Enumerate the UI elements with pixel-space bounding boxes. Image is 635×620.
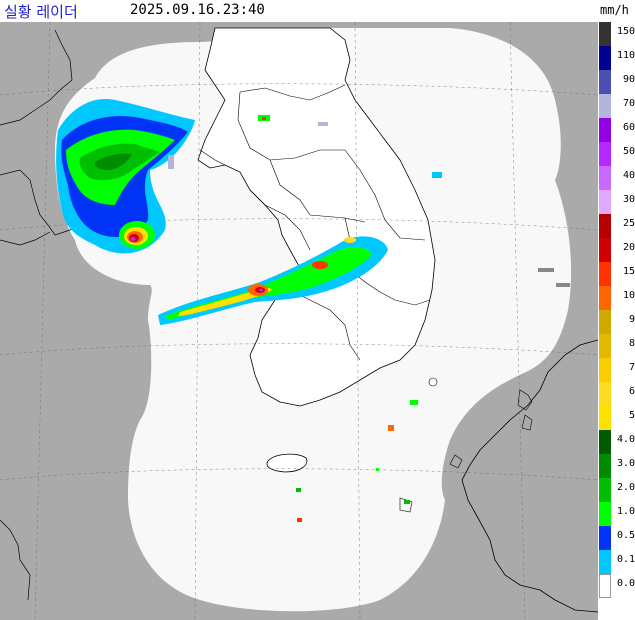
legend-row: 50 bbox=[598, 142, 635, 166]
page-title: 실황 레이더 bbox=[4, 3, 78, 21]
legend-label: 110 bbox=[616, 50, 635, 61]
legend-swatch bbox=[599, 478, 611, 502]
legend-swatch bbox=[599, 190, 611, 214]
radar-map bbox=[0, 22, 598, 620]
legend-row: 0.0 bbox=[598, 574, 635, 598]
legend-row: 90 bbox=[598, 70, 635, 94]
legend-row: 10 bbox=[598, 286, 635, 310]
legend-swatch bbox=[599, 46, 611, 70]
unit-label: mm/h bbox=[600, 3, 629, 17]
legend-swatch bbox=[599, 430, 611, 454]
legend-row: 30 bbox=[598, 190, 635, 214]
legend-label: 0.5 bbox=[616, 530, 635, 541]
legend-row: 40 bbox=[598, 166, 635, 190]
radar-echo-yellow-sea bbox=[56, 99, 196, 254]
legend-swatch bbox=[599, 118, 611, 142]
legend-swatch bbox=[599, 526, 611, 550]
legend-row: 5 bbox=[598, 406, 635, 430]
legend-swatch bbox=[599, 334, 611, 358]
legend-label: 60 bbox=[622, 122, 635, 133]
legend-row: 1.0 bbox=[598, 502, 635, 526]
radar-echo-central-band bbox=[158, 236, 388, 325]
legend-label: 8 bbox=[628, 338, 635, 349]
legend-label: 25 bbox=[622, 218, 635, 229]
japan-islands bbox=[399, 389, 533, 513]
radar-echo-scattered bbox=[168, 115, 570, 522]
legend-swatch bbox=[599, 406, 611, 430]
legend-label: 20 bbox=[622, 242, 635, 253]
legend-label: 7 bbox=[628, 362, 635, 373]
legend-row: 2.0 bbox=[598, 478, 635, 502]
legend-label: 150 bbox=[616, 26, 635, 37]
legend-label: 6 bbox=[628, 386, 635, 397]
precipitation-legend: 150 110 90 70 60 50 40 30 25 20 15 10 9 8 7 6 5 4.0 3.0 2.0… bbox=[598, 22, 635, 620]
legend-swatch bbox=[599, 382, 611, 406]
legend-row: 0.1 bbox=[598, 550, 635, 574]
ulleung-island bbox=[428, 377, 438, 387]
legend-swatch bbox=[599, 238, 611, 262]
legend-swatch bbox=[599, 286, 611, 310]
legend-row: 15 bbox=[598, 262, 635, 286]
legend-label: 70 bbox=[622, 98, 635, 109]
legend-row: 8 bbox=[598, 334, 635, 358]
legend-label: 15 bbox=[622, 266, 635, 277]
legend-swatch bbox=[599, 358, 611, 382]
radar-echo-heavy-cell-west bbox=[119, 221, 155, 249]
legend-row: 70 bbox=[598, 94, 635, 118]
korean-peninsula bbox=[197, 27, 436, 407]
legend-swatch bbox=[599, 22, 611, 46]
legend-row: 150 bbox=[598, 22, 635, 46]
legend-label: 0.1 bbox=[616, 554, 635, 565]
header: 실황 레이더 2025.09.16.23:40 mm/h bbox=[0, 0, 635, 22]
legend-row: 20 bbox=[598, 238, 635, 262]
legend-row: 60 bbox=[598, 118, 635, 142]
legend-row: 7 bbox=[598, 358, 635, 382]
legend-swatch bbox=[599, 550, 611, 574]
legend-swatch bbox=[599, 262, 611, 286]
legend-row: 4.0 bbox=[598, 430, 635, 454]
legend-swatch bbox=[599, 574, 611, 598]
legend-swatch bbox=[599, 454, 611, 478]
observation-timestamp: 2025.09.16.23:40 bbox=[130, 2, 265, 18]
legend-swatch bbox=[599, 214, 611, 238]
japan-kyushu bbox=[461, 339, 598, 613]
legend-label: 9 bbox=[628, 314, 635, 325]
legend-row: 9 bbox=[598, 310, 635, 334]
legend-label: 1.0 bbox=[616, 506, 635, 517]
legend-label: 90 bbox=[622, 74, 635, 85]
legend-label: 4.0 bbox=[616, 434, 635, 445]
legend-row: 0.5 bbox=[598, 526, 635, 550]
legend-swatch bbox=[599, 142, 611, 166]
legend-label: 3.0 bbox=[616, 458, 635, 469]
legend-label: 5 bbox=[628, 410, 635, 421]
legend-swatch bbox=[599, 502, 611, 526]
jeju-island bbox=[266, 453, 308, 473]
legend-label: 10 bbox=[622, 290, 635, 301]
legend-row: 25 bbox=[598, 214, 635, 238]
legend-row: 6 bbox=[598, 382, 635, 406]
legend-row: 3.0 bbox=[598, 454, 635, 478]
legend-swatch bbox=[599, 94, 611, 118]
legend-label: 50 bbox=[622, 146, 635, 157]
legend-swatch bbox=[599, 166, 611, 190]
legend-label: 30 bbox=[622, 194, 635, 205]
legend-label: 40 bbox=[622, 170, 635, 181]
legend-label: 2.0 bbox=[616, 482, 635, 493]
china-coast-south bbox=[0, 519, 31, 601]
legend-row: 110 bbox=[598, 46, 635, 70]
legend-label: 0.0 bbox=[616, 578, 635, 589]
legend-swatch bbox=[599, 70, 611, 94]
legend-swatch bbox=[599, 310, 611, 334]
